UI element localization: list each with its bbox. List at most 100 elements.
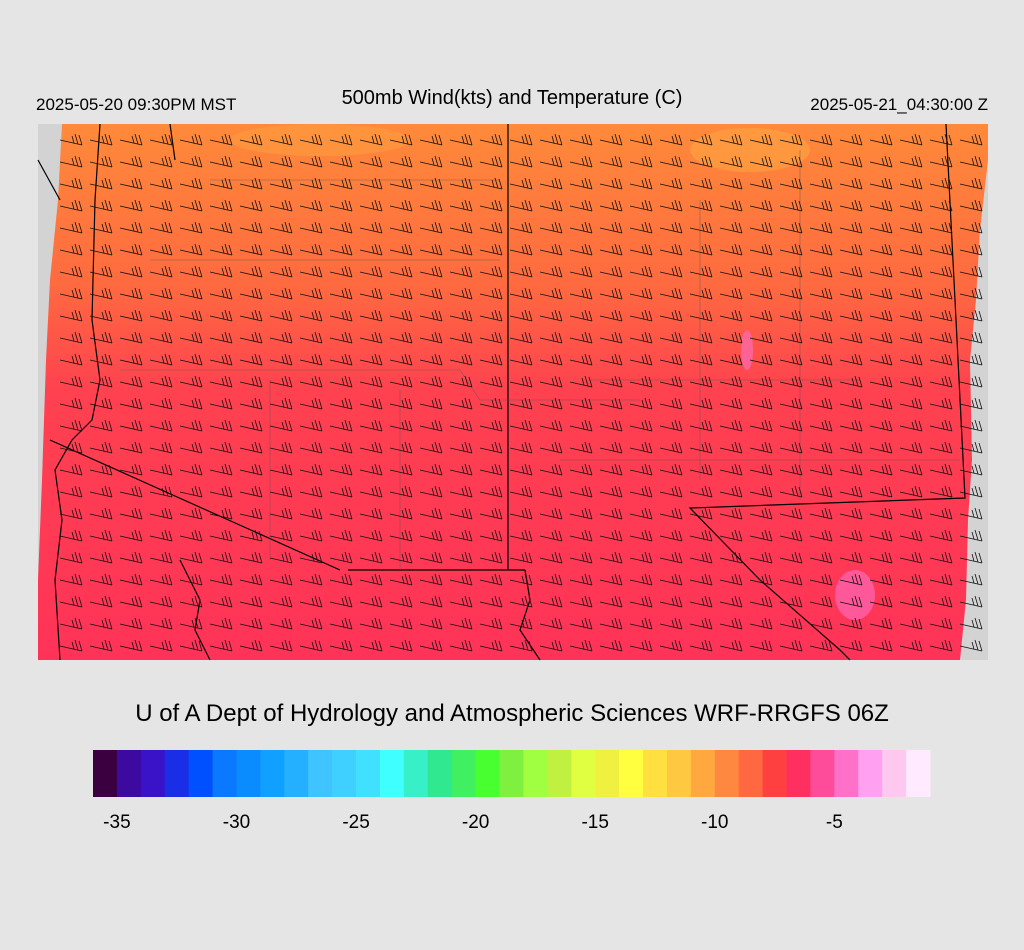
wind-barb xyxy=(209,441,233,454)
wind-barb xyxy=(779,221,803,234)
wind-barb xyxy=(899,155,923,168)
wind-barb xyxy=(269,287,293,300)
wind-barb xyxy=(869,331,893,344)
wind-barb xyxy=(839,617,863,630)
wind-barb xyxy=(539,221,563,234)
wind-barb xyxy=(599,419,623,432)
wind-barb xyxy=(329,221,353,234)
wind-barb xyxy=(689,133,713,146)
wind-barb xyxy=(539,177,563,190)
wind-barb xyxy=(809,243,833,256)
wind-barb xyxy=(149,155,173,168)
wind-barb xyxy=(959,199,983,212)
colorbar-cell xyxy=(308,750,333,797)
wind-barb xyxy=(179,199,203,212)
wind-barb xyxy=(449,221,473,234)
wind-barb xyxy=(509,397,533,410)
wind-barb xyxy=(119,287,143,300)
wind-barb xyxy=(839,199,863,212)
wind-barb xyxy=(59,617,83,630)
wind-barb xyxy=(119,221,143,234)
wind-barb xyxy=(269,309,293,322)
colorbar-tick-label: -5 xyxy=(826,812,843,833)
wind-barb xyxy=(629,177,653,190)
wind-barb xyxy=(479,551,503,564)
wind-barb xyxy=(389,463,413,476)
wind-barb xyxy=(809,155,833,168)
colorbar-tick-label: -25 xyxy=(342,812,369,833)
wind-barb xyxy=(719,551,743,564)
wind-barb xyxy=(239,397,263,410)
wind-barb xyxy=(809,463,833,476)
colorbar-cell xyxy=(523,750,548,797)
colorbar-tick-label: -30 xyxy=(223,812,250,833)
wind-barb xyxy=(419,177,443,190)
wind-barb xyxy=(659,265,683,278)
wind-barb xyxy=(269,177,293,190)
wind-barb xyxy=(569,485,593,498)
wind-barb xyxy=(569,375,593,388)
wind-barb xyxy=(59,221,83,234)
wind-barb xyxy=(89,155,113,168)
wind-barb xyxy=(779,419,803,432)
wind-barb xyxy=(89,617,113,630)
wind-barb xyxy=(629,419,653,432)
wind-barb xyxy=(269,485,293,498)
wind-barb xyxy=(269,397,293,410)
wind-barb xyxy=(59,265,83,278)
wind-barb xyxy=(479,639,503,652)
wind-barb xyxy=(299,243,323,256)
wind-barb xyxy=(329,485,353,498)
wind-barb xyxy=(509,243,533,256)
wind-barb xyxy=(89,353,113,366)
wind-barb xyxy=(119,375,143,388)
wind-barb xyxy=(359,573,383,586)
wind-barb xyxy=(209,639,233,652)
wind-barb xyxy=(599,155,623,168)
wind-barb xyxy=(629,133,653,146)
wind-barb xyxy=(659,309,683,322)
wind-barb xyxy=(719,529,743,542)
wind-barb xyxy=(479,287,503,300)
wind-barb xyxy=(449,199,473,212)
wind-barb xyxy=(149,309,173,322)
wind-barb xyxy=(809,639,833,652)
wind-barb xyxy=(119,639,143,652)
wind-barb xyxy=(959,331,983,344)
wind-barb xyxy=(269,221,293,234)
wind-barb xyxy=(539,639,563,652)
wind-barb xyxy=(719,199,743,212)
wind-barb xyxy=(959,551,983,564)
wind-barb xyxy=(179,287,203,300)
wind-barb xyxy=(869,287,893,300)
wind-barb xyxy=(659,617,683,630)
colorbar-cell xyxy=(690,750,716,797)
wind-barb xyxy=(929,551,953,564)
wind-barb xyxy=(839,265,863,278)
colorbar-cell xyxy=(332,750,357,797)
wind-barb xyxy=(689,155,713,168)
wind-barb xyxy=(779,309,803,322)
wind-barb xyxy=(629,573,653,586)
wind-barb xyxy=(509,309,533,322)
wind-barb xyxy=(299,155,323,168)
wind-barb xyxy=(569,507,593,520)
wind-barb xyxy=(389,485,413,498)
wind-barb xyxy=(929,529,953,542)
wind-barb xyxy=(539,463,563,476)
colorbar-cell xyxy=(738,750,764,797)
wind-barb xyxy=(299,463,323,476)
wind-barb xyxy=(329,265,353,278)
wind-barb xyxy=(329,639,353,652)
wind-barb xyxy=(689,177,713,190)
wind-barb xyxy=(419,265,443,278)
wind-barb xyxy=(509,573,533,586)
wind-barb xyxy=(299,573,323,586)
wind-barb xyxy=(179,133,203,146)
wind-barb xyxy=(269,551,293,564)
wind-barb xyxy=(329,463,353,476)
wind-barb xyxy=(779,595,803,608)
wind-barb xyxy=(719,221,743,234)
wind-barb xyxy=(779,155,803,168)
wind-barb xyxy=(149,287,173,300)
